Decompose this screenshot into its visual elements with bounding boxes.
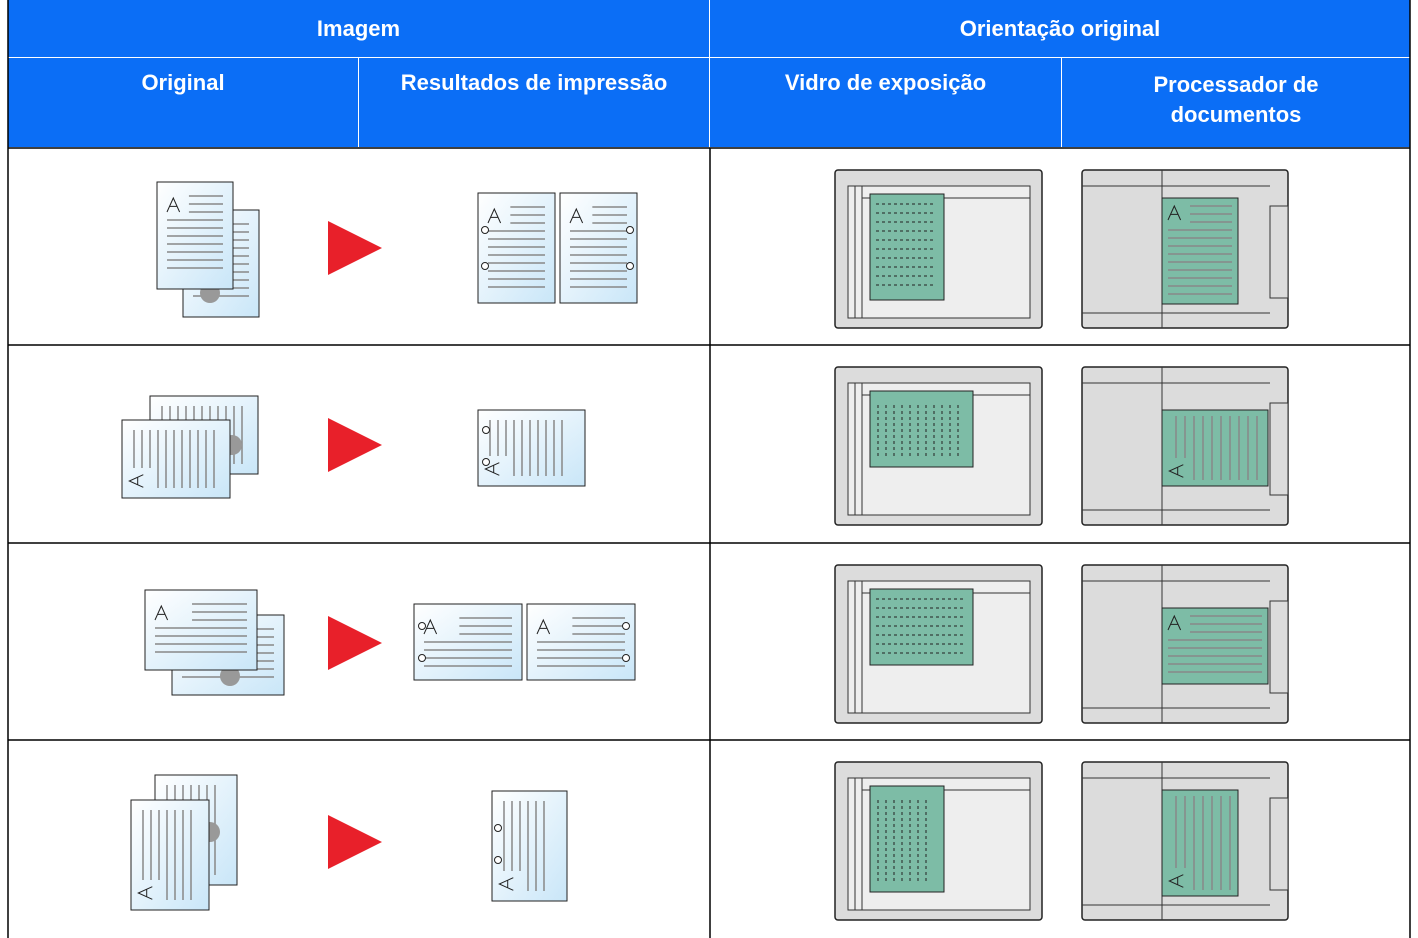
feeder-tray <box>1269 797 1289 891</box>
group-header: Imagem <box>8 0 710 58</box>
letter-icon <box>487 207 502 224</box>
column-header: Vidro de exposição <box>710 58 1062 148</box>
letter-icon <box>423 618 438 635</box>
arrow <box>328 221 382 275</box>
letter-icon <box>128 474 144 488</box>
paper <box>144 589 258 671</box>
letter-icon <box>498 877 514 891</box>
punch-hole <box>481 262 489 270</box>
feeder-tray <box>1269 205 1289 299</box>
punch-hole <box>626 226 634 234</box>
group-title: Imagem <box>316 16 401 41</box>
letter-icon <box>1167 614 1182 631</box>
punch-hole <box>418 654 426 662</box>
column-header: Processador de documentos <box>1062 58 1410 148</box>
paper <box>477 192 556 304</box>
column-title: Vidro de exposição <box>784 70 987 95</box>
paper <box>477 409 586 487</box>
letter-icon <box>166 196 181 213</box>
punch-hole <box>481 226 489 234</box>
arrow <box>328 418 382 472</box>
original-sheet <box>869 390 974 468</box>
letter-icon <box>569 207 584 224</box>
punch-hole <box>622 654 630 662</box>
paper <box>559 192 638 304</box>
letter-icon <box>154 604 169 621</box>
original-sheet <box>1161 409 1269 487</box>
group-title: Orientação original <box>959 16 1161 41</box>
punch-hole <box>626 262 634 270</box>
punch-hole <box>494 824 502 832</box>
original-sheet <box>1161 789 1239 897</box>
letter-icon <box>536 618 551 635</box>
column-title: Resultados de impressão <box>400 70 668 95</box>
letter-icon <box>1167 204 1182 221</box>
arrow <box>328 616 382 670</box>
punch-hole <box>482 426 490 434</box>
original-sheet <box>869 588 974 666</box>
punch-hole <box>418 622 426 630</box>
paper <box>130 799 210 911</box>
letter-icon <box>137 886 153 900</box>
column-title: Original <box>141 70 225 95</box>
letter-icon <box>1168 874 1184 888</box>
column-header: Resultados de impressão <box>359 58 710 148</box>
feeder-tray <box>1269 402 1289 496</box>
paper <box>121 419 231 499</box>
arrow <box>328 815 382 869</box>
feeder-tray <box>1269 600 1289 694</box>
original-sheet <box>869 785 945 893</box>
punch-hole <box>494 856 502 864</box>
original-sheet <box>869 193 945 301</box>
letter-icon <box>1168 464 1184 478</box>
column-title: Processador de documentos <box>1153 72 1319 127</box>
punch-mark <box>220 666 240 686</box>
punch-hole <box>622 622 630 630</box>
letter-icon <box>484 462 500 476</box>
punch-hole <box>482 458 490 466</box>
group-header: Orientação original <box>710 0 1410 58</box>
